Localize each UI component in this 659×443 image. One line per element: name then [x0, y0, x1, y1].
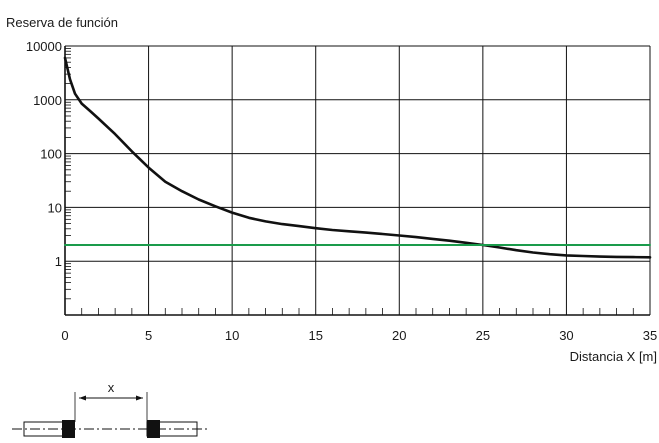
dimension-arrow-right: [136, 395, 143, 401]
y-tick-label: 1000: [33, 93, 62, 108]
x-tick-label: 35: [643, 328, 657, 343]
series-lines: [63, 56, 652, 259]
distance-label: x: [108, 380, 115, 395]
dimension-arrow-left: [79, 395, 86, 401]
y-axis-title: Reserva de función: [6, 15, 118, 30]
x-tick-label: 30: [559, 328, 573, 343]
x-tick-label: 10: [225, 328, 239, 343]
x-axis-title: Distancia X [m]: [570, 349, 657, 364]
axes: [64, 46, 651, 316]
receiver-lens: [147, 420, 160, 438]
distance-diagram: x: [12, 380, 210, 438]
x-tick-labels: 0 5 10 15 20 25 30 35: [61, 328, 657, 343]
y-tick-label: 1: [55, 254, 62, 269]
grid: [65, 45, 651, 315]
x-tick-label: 15: [308, 328, 322, 343]
x-tick-label: 25: [476, 328, 490, 343]
y-tick-labels: 10000 1000 100 10 1: [26, 39, 62, 269]
y-tick-label: 100: [40, 147, 62, 162]
y-tick-label: 10000: [26, 39, 62, 54]
y-tick-label: 10: [48, 200, 62, 215]
minor-ticks: [65, 48, 634, 315]
function-reserve-curve: [63, 56, 652, 259]
x-tick-label: 0: [61, 328, 68, 343]
x-tick-label: 20: [392, 328, 406, 343]
x-tick-label: 5: [145, 328, 152, 343]
